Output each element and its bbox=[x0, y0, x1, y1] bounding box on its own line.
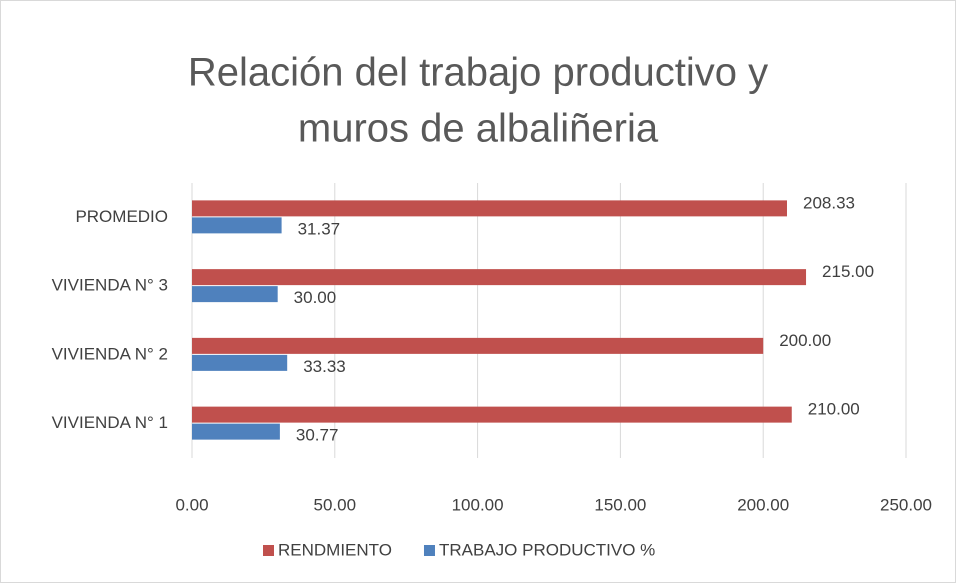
bar bbox=[192, 354, 288, 371]
data-label: 210.00 bbox=[808, 400, 860, 419]
bar bbox=[192, 200, 787, 217]
x-tick-label: 150.00 bbox=[594, 495, 646, 514]
data-label: 30.77 bbox=[296, 426, 339, 445]
data-label: 31.37 bbox=[298, 219, 341, 238]
legend-swatch bbox=[263, 545, 274, 556]
data-label: 30.00 bbox=[294, 288, 337, 307]
legend-swatch bbox=[423, 545, 435, 556]
data-label: 208.33 bbox=[803, 193, 855, 212]
x-tick-label: 100.00 bbox=[452, 495, 504, 514]
legend-label: TRABAJO PRODUCTIVO % bbox=[439, 540, 655, 559]
y-tick-label: VIVIENDA N° 3 bbox=[52, 276, 168, 295]
data-label: 33.33 bbox=[303, 357, 346, 376]
chart-title: Relación del trabajo productivo y bbox=[188, 51, 768, 95]
bar bbox=[192, 269, 807, 286]
y-tick-label: VIVIENDA N° 2 bbox=[52, 344, 168, 363]
x-tick-label: 250.00 bbox=[880, 495, 932, 514]
y-tick-label: VIVIENDA N° 1 bbox=[52, 413, 168, 432]
bar bbox=[192, 423, 280, 440]
data-label: 200.00 bbox=[779, 331, 831, 350]
bar bbox=[192, 337, 764, 354]
x-tick-label: 50.00 bbox=[314, 495, 357, 514]
bar bbox=[192, 406, 792, 423]
x-tick-label: 200.00 bbox=[737, 495, 789, 514]
legend-label: RENDMIENTO bbox=[278, 540, 392, 559]
y-tick-label: PROMEDIO bbox=[75, 207, 168, 226]
chart-title: muros de albaliñeria bbox=[298, 107, 659, 151]
data-label: 215.00 bbox=[822, 262, 874, 281]
x-tick-label: 0.00 bbox=[175, 495, 208, 514]
bar bbox=[192, 286, 278, 303]
bar bbox=[192, 217, 282, 234]
